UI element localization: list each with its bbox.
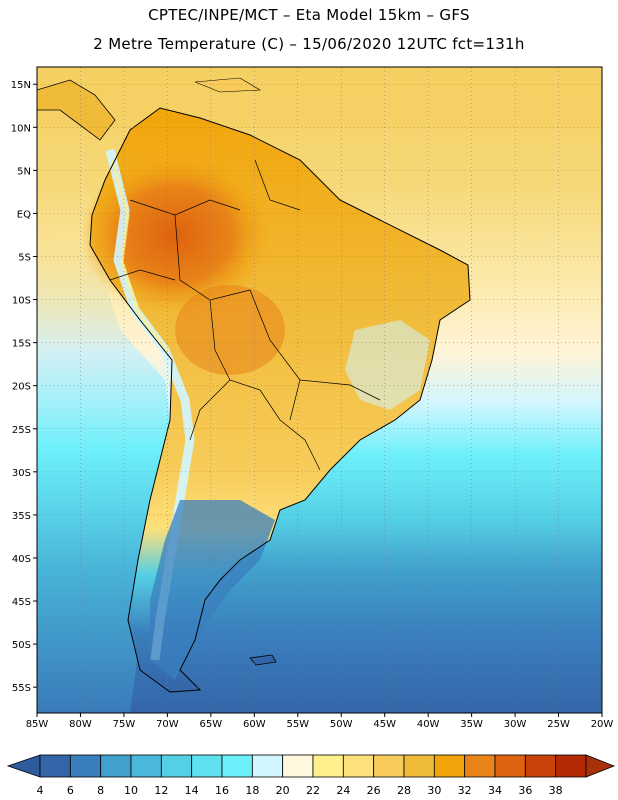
lat-tick-label: 10S [12, 296, 31, 307]
lon-tick-label: 60W [243, 719, 266, 730]
colorbar-swatch [251, 754, 284, 778]
colorbar-label: 12 [154, 784, 168, 797]
lat-tick-label: 5N [17, 166, 31, 177]
colorbar-swatch [312, 754, 344, 778]
longitude-axis: 85W 80W 75W 70W 65W 60W 55W 50W 45W 40W 35W 30W 25W 2… [26, 713, 614, 730]
colorbar-swatch [160, 754, 193, 778]
country-borders [109, 159, 381, 471]
colorbar-swatch [403, 754, 435, 778]
colorbar-label: 36 [518, 784, 532, 797]
colorbar-swatch [282, 754, 314, 778]
lon-tick-label: 40W [417, 719, 440, 730]
colorbar-overflow-arrow [585, 754, 616, 778]
caribbean-warm-field [37, 67, 602, 127]
lat-tick-label: 10N [11, 123, 31, 134]
lat-tick-label: 50S [12, 640, 31, 651]
map-frame [36, 66, 603, 714]
lat-tick-label: 35S [12, 511, 31, 522]
lon-tick-label: 55W [286, 719, 309, 730]
colorbar-swatch [433, 754, 466, 778]
colorbar-label: 28 [397, 784, 411, 797]
lon-tick-label: 45W [373, 719, 396, 730]
lat-tick-label: 45S [12, 597, 31, 608]
map-title-line1: CPTEC/INPE/MCT – Eta Model 15km – GFS [148, 6, 470, 24]
colorbar-label: 32 [458, 784, 472, 797]
brazil-highland-cool [345, 320, 430, 410]
lon-tick-label: 70W [156, 719, 179, 730]
colorbar-swatch [342, 754, 375, 778]
gran-chaco-warm [175, 285, 285, 375]
colorbar-label: 30 [427, 784, 441, 797]
colorbar-label: 8 [97, 784, 104, 797]
colorbar-label: 18 [245, 784, 259, 797]
central-america-land [37, 79, 116, 141]
lat-tick-label: 55S [12, 683, 31, 694]
colorbar-swatch [373, 754, 405, 778]
lat-tick-label: 20S [12, 382, 31, 393]
caribbean-island [194, 77, 262, 93]
colorbar-label: 34 [488, 784, 502, 797]
lat-tick-label: 30S [12, 468, 31, 479]
lon-tick-label: 25W [547, 719, 570, 730]
colorbar-swatch [130, 754, 162, 778]
lon-tick-label: 80W [69, 719, 92, 730]
lat-tick-label: 15N [11, 80, 31, 91]
lon-tick-label: 35W [460, 719, 483, 730]
colorbar-underflow-arrow [6, 754, 41, 778]
lat-tick-label: 40S [12, 554, 31, 565]
colorbar-label: 24 [336, 784, 350, 797]
colorbar-label: 14 [185, 784, 199, 797]
lat-tick-label: 5S [18, 252, 31, 263]
colorbar-label: 22 [306, 784, 320, 797]
falkland-islands [249, 654, 277, 666]
colorbar-swatch [39, 754, 71, 778]
colorbar-label: 6 [67, 784, 74, 797]
latitude-axis: 15N 10N 5N EQ 5S 10S 15S 20S 25S 30S 35S 40S 45S 50S 5… [11, 80, 37, 694]
colorbar-swatch [555, 754, 587, 778]
colorbar-swatch [221, 754, 253, 778]
colorbar-swatch [69, 754, 102, 778]
map-title-line2: 2 Metre Temperature (C) – 15/06/2020 12U… [93, 35, 525, 53]
lon-tick-label: 85W [26, 719, 49, 730]
colorbar-label: 26 [367, 784, 381, 797]
colorbar-label: 38 [549, 784, 563, 797]
south-america-coastline [89, 107, 471, 693]
lat-tick-label: EQ [17, 209, 31, 220]
andes-highland-edge [110, 159, 170, 353]
lon-tick-label: 50W [330, 719, 353, 730]
temperature-colorbar: 4 6 8 10 12 14 16 18 20 22 24 26 28 30 32 34 36 38 [6, 754, 616, 797]
lon-tick-label: 65W [200, 719, 223, 730]
lat-tick-label: 25S [12, 425, 31, 436]
lon-tick-label: 30W [504, 719, 527, 730]
colorbar-label: 20 [276, 784, 290, 797]
colorbar-label: 16 [215, 784, 229, 797]
colorbar-swatch [524, 754, 557, 778]
colorbar-swatch [464, 754, 496, 778]
lat-tick-label: 15S [12, 339, 31, 350]
colorbar-label: 10 [124, 784, 138, 797]
colorbar-swatch [100, 754, 132, 778]
colorbar-label: 4 [37, 784, 44, 797]
lon-tick-label: 20W [591, 719, 614, 730]
colorbar-swatch [494, 754, 526, 778]
colorbar-swatch [191, 754, 223, 778]
lon-tick-label: 75W [113, 719, 136, 730]
